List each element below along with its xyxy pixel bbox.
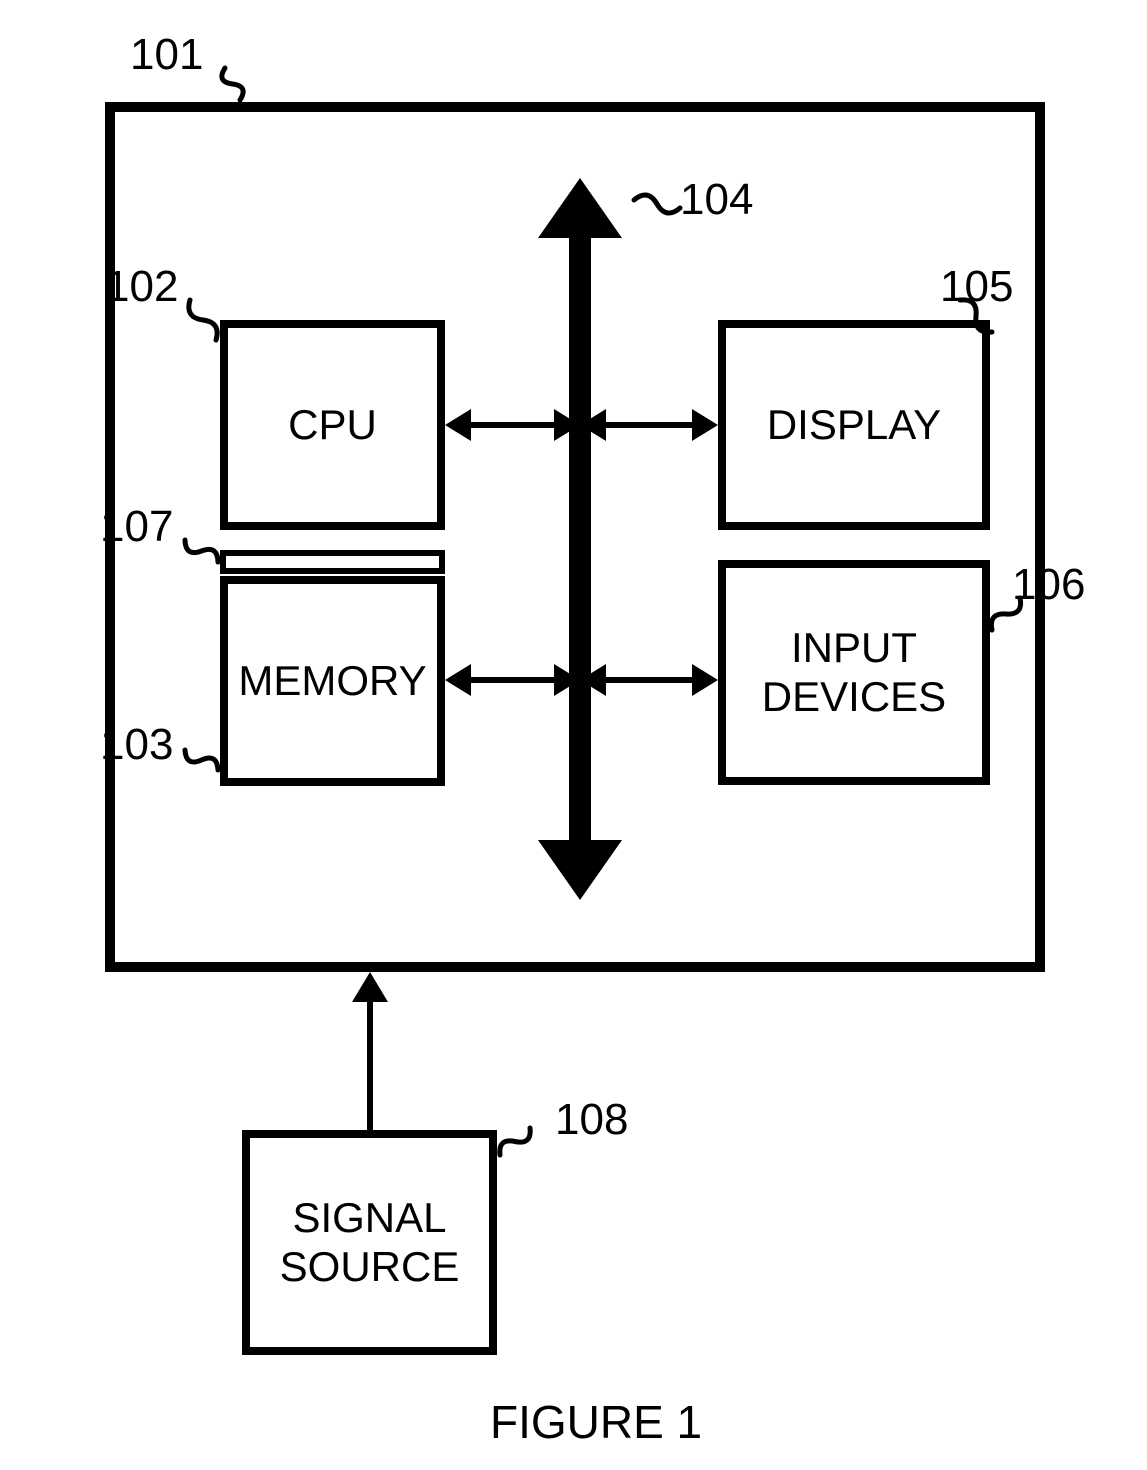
ref-label-106: 106 xyxy=(1012,560,1085,610)
display-block: DISPLAY xyxy=(718,320,990,530)
ref-label-101: 101 xyxy=(130,30,203,80)
memory-block: MEMORY xyxy=(220,576,445,786)
ref-label-105: 105 xyxy=(940,262,1013,312)
lead-line-squiggle xyxy=(500,1128,530,1155)
lead-line-squiggle xyxy=(222,68,243,100)
memory-program-bar xyxy=(220,550,445,574)
input-devices-label: INPUTDEVICES xyxy=(762,624,946,721)
ref-label-107: 107 xyxy=(100,502,173,552)
figure-caption: FIGURE 1 xyxy=(490,1395,702,1449)
system-enclosure-box xyxy=(105,102,1045,972)
diagram-canvas: CPU MEMORY DISPLAY INPUTDEVICES SIGNALSO… xyxy=(0,0,1147,1470)
ref-label-104: 104 xyxy=(680,175,753,225)
input-devices-block: INPUTDEVICES xyxy=(718,560,990,785)
arrowhead-up-icon xyxy=(352,972,388,1002)
ref-label-108: 108 xyxy=(555,1095,628,1145)
ref-label-102: 102 xyxy=(105,262,178,312)
signal-source-block: SIGNALSOURCE xyxy=(242,1130,497,1355)
cpu-block: CPU xyxy=(220,320,445,530)
memory-label: MEMORY xyxy=(238,657,426,705)
ref-label-103: 103 xyxy=(100,720,173,770)
signal-source-label: SIGNALSOURCE xyxy=(280,1194,460,1291)
cpu-label: CPU xyxy=(288,401,377,449)
display-label: DISPLAY xyxy=(767,401,941,449)
